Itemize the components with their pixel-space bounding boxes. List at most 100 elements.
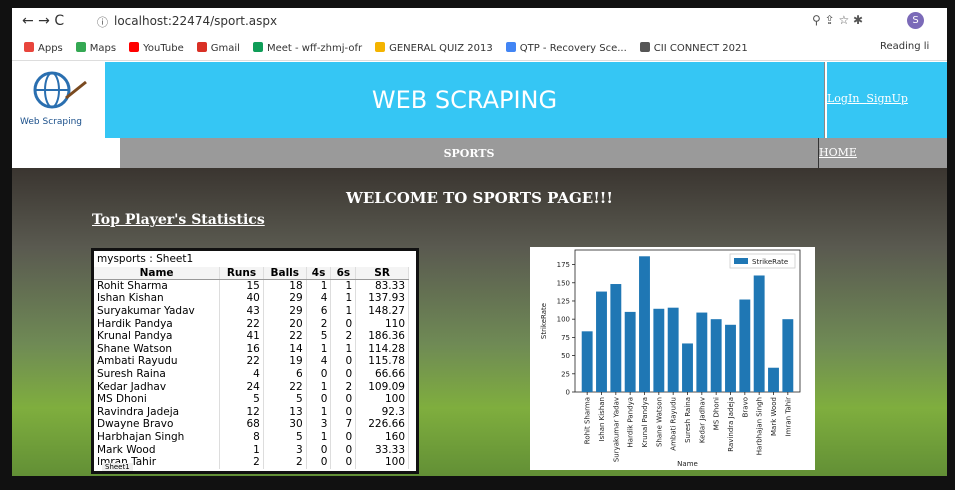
table-cell: 5 (263, 392, 307, 406)
bar (782, 319, 794, 392)
table-cell: 33.33 (355, 443, 409, 456)
table-cell: 1 (306, 405, 332, 419)
bookmark-label: Maps (89, 42, 117, 54)
bookmark[interactable]: Gmail (196, 41, 240, 54)
table-cell: 2 (330, 329, 357, 343)
legend-box (729, 253, 796, 269)
table-cell: 5 (219, 392, 264, 406)
table-cell: 2 (219, 455, 264, 469)
table-cell: 0 (330, 392, 357, 406)
table-cell: 83.33 (355, 279, 409, 293)
bookmark[interactable]: CII CONNECT 2021 (639, 41, 748, 54)
table-cell: MS Dhoni (94, 392, 221, 406)
table-cell: 24 (219, 380, 264, 393)
table-cell: 0 (330, 405, 357, 419)
url[interactable]: localhost:22474/sport.aspx (114, 14, 278, 28)
bar (768, 367, 779, 392)
y-axis-label: StrikeRate (540, 303, 548, 339)
table-cell: 43 (219, 304, 264, 318)
table-cell: 226.66 (355, 418, 409, 431)
table-row: MS Dhoni 5 5 0 0 100 (94, 392, 409, 406)
info-icon: ⓘ (97, 16, 108, 29)
x-tick-label: Suresh Raina (684, 397, 692, 443)
table-cell: 5 (306, 329, 332, 343)
sheet-tab[interactable]: Sheet1 (102, 463, 133, 471)
y-tick-label: 50 (561, 352, 570, 360)
table-row: Rohit Sharma 15 18 1 1 83.33 (94, 279, 409, 293)
table-cell: 186.36 (355, 329, 409, 343)
table-cell: 1 (330, 279, 357, 293)
nav-home[interactable]: HOME (818, 138, 947, 168)
x-tick-label: MS Dhoni (713, 397, 721, 430)
nav-arrows[interactable]: ← → C (22, 13, 65, 29)
welcome-heading: WELCOME TO SPORTS PAGE!!! (346, 189, 613, 207)
bar (610, 284, 622, 392)
y-tick-label: 150 (557, 279, 570, 287)
table-cell: 22 (219, 355, 264, 368)
bookmark-label: GENERAL QUIZ 2013 (389, 42, 493, 54)
bookmark[interactable]: QTP - Recovery Sce... (505, 41, 627, 54)
site-header: Web Scraping WEB SCRAPING LogIn SignUp (12, 62, 947, 138)
table-row: Ishan Kishan 40 29 4 1 137.93 (94, 292, 409, 305)
x-tick-label: Hardik Pandya (627, 397, 635, 447)
y-tick-label: 75 (561, 334, 570, 342)
bookmark[interactable]: Meet - wff-zhmj-ofr (252, 41, 363, 54)
table-cell: 29 (263, 304, 307, 318)
signup-link[interactable]: SignUp (866, 92, 908, 105)
x-tick-label: Imran Tahir (784, 397, 792, 437)
bookmark[interactable]: YouTube (129, 41, 184, 54)
x-tick-label: Ravindra Jadeja (727, 397, 735, 452)
table-cell: Ambati Rayudu (94, 355, 221, 368)
bookmark-label: Meet - wff-zhmj-ofr (266, 42, 363, 54)
table-row: Dwayne Bravo 68 30 3 7 226.66 (94, 418, 409, 431)
bookmark[interactable]: Apps (24, 41, 63, 54)
table-cell: 3 (306, 418, 332, 431)
x-tick-label: Shane Watson (655, 397, 663, 447)
table-cell: 29 (263, 292, 307, 305)
table-cell: 22 (263, 380, 307, 393)
spreadsheet: mysports : Sheet1 Name Runs Balls 4s 6s SR Roh… (91, 248, 419, 474)
reading-list[interactable]: Reading li (880, 41, 930, 52)
sheet-title: mysports : Sheet1 (97, 253, 194, 265)
table-cell: 160 (355, 430, 409, 444)
table-cell: 0 (306, 392, 332, 406)
table-cell: 66.66 (355, 367, 409, 381)
bar (682, 343, 693, 392)
y-tick-label: 100 (557, 316, 570, 324)
column-header: SR (355, 267, 409, 281)
x-tick-label: Ambati Rayudu (670, 397, 678, 451)
table-row: Krunal Pandya 41 22 5 2 186.36 (94, 329, 409, 343)
table-cell: 6 (263, 367, 307, 381)
table-cell: 0 (306, 367, 332, 381)
profile-avatar[interactable]: S (907, 12, 924, 29)
table-cell: 5 (263, 430, 307, 444)
banner: WEB SCRAPING (105, 62, 825, 138)
table-cell: Ravindra Jadeja (94, 405, 221, 419)
nav-sports[interactable]: SPORTS (120, 138, 818, 168)
bar (725, 324, 736, 392)
toolbar-icons[interactable]: ⚲ ⇪ ☆ ✱ (812, 13, 864, 27)
table-cell: 0 (330, 455, 357, 469)
table-cell: 0 (306, 443, 332, 456)
table-cell: Suresh Raina (94, 367, 221, 381)
bookmark[interactable]: Maps (75, 41, 117, 54)
login-link[interactable]: LogIn (827, 92, 860, 105)
column-header: Name (94, 267, 221, 281)
table-row: Ambati Rayudu 22 19 4 0 115.78 (94, 355, 409, 368)
table-cell: Rohit Sharma (94, 279, 221, 293)
legend-label: StrikeRate (752, 258, 788, 266)
bookmark[interactable]: GENERAL QUIZ 2013 (375, 41, 493, 54)
table-cell: 1 (219, 443, 264, 456)
bar (653, 308, 665, 392)
address-bar: ← → C ⓘ localhost:22474/sport.aspx ⚲ ⇪ ☆… (12, 8, 947, 35)
chart: 0 25 50 75 100 125 150 175 Rohit Sharma Ishan Kis… (540, 249, 801, 468)
table-row: Mark Wood 1 3 0 0 33.33 (94, 443, 409, 456)
table-cell: 14 (263, 342, 307, 356)
table-cell: Dwayne Bravo (94, 418, 221, 431)
column-header: Balls (263, 267, 307, 281)
bookmark-label: YouTube (143, 42, 184, 54)
table-cell: 0 (330, 430, 357, 444)
bar (596, 291, 607, 392)
